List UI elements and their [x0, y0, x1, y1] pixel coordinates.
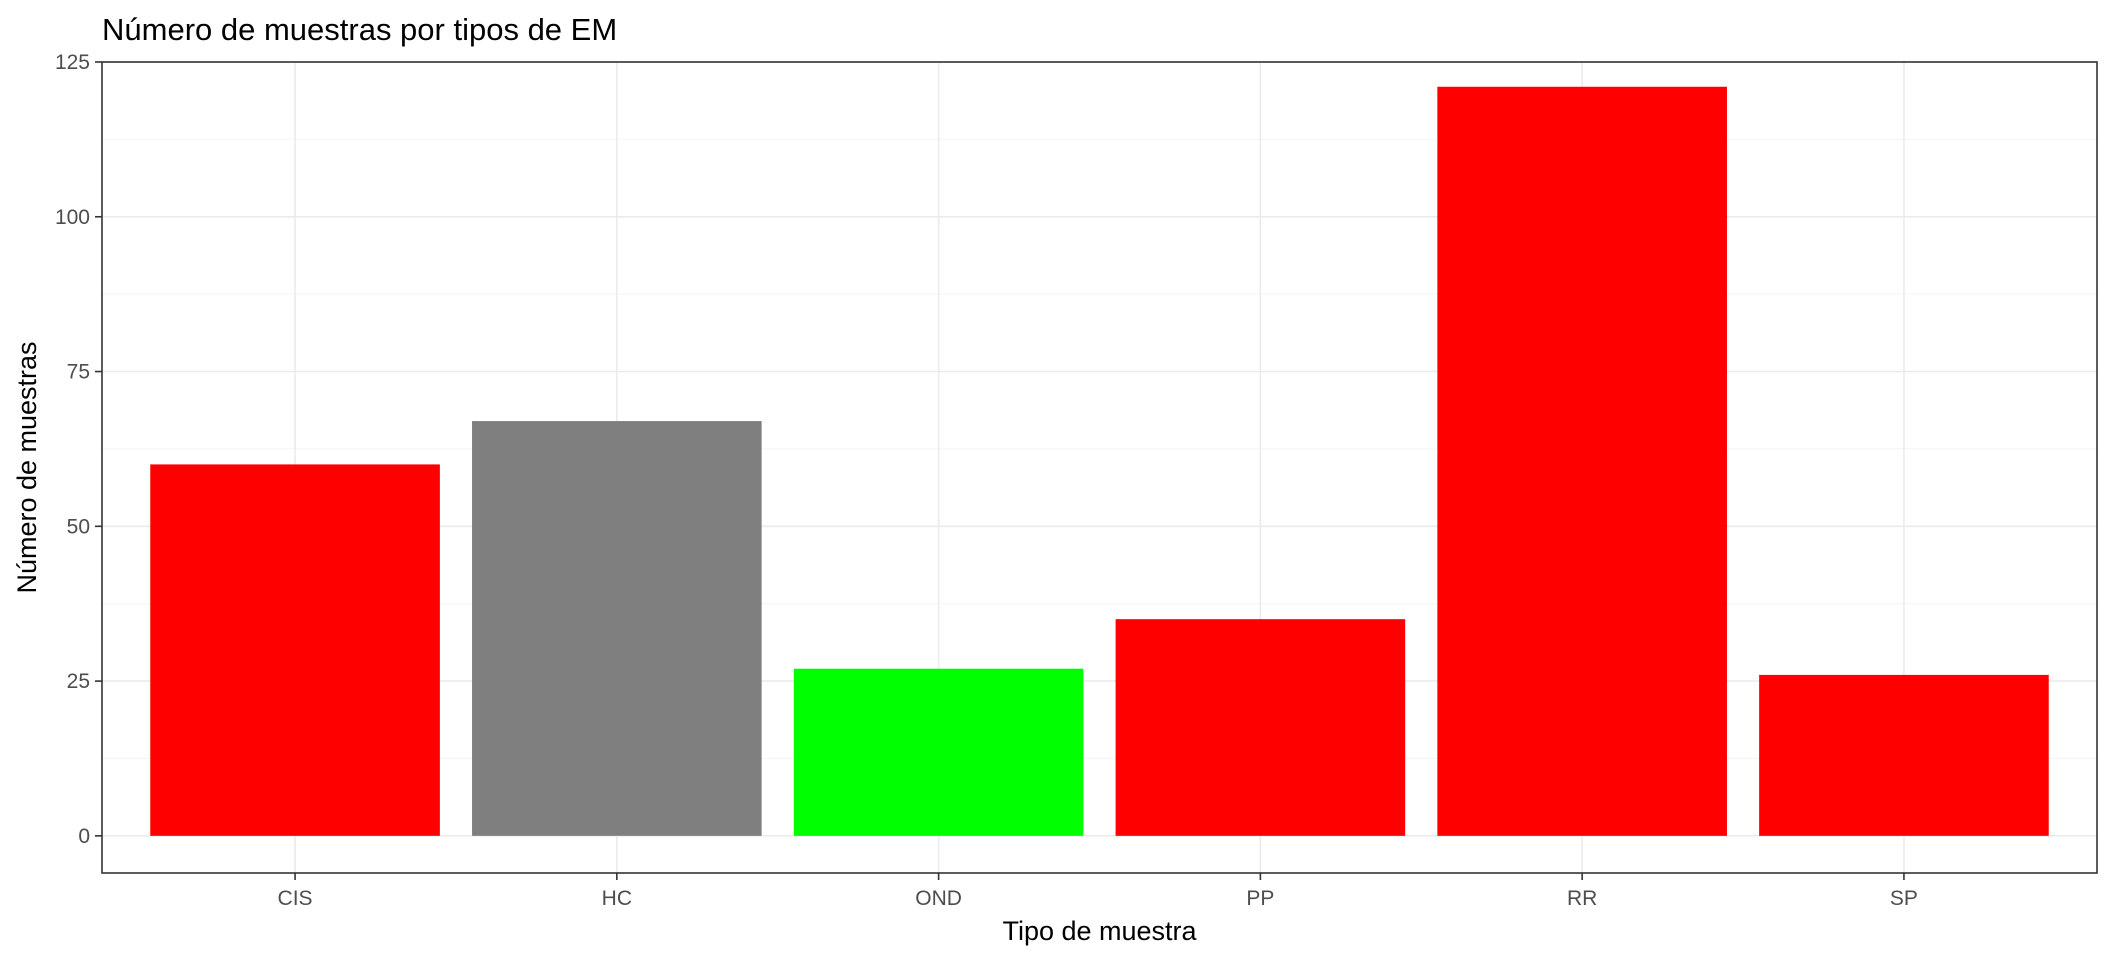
chart-title: Número de muestras por tipos de EM [102, 12, 617, 47]
bar-sp [1759, 674, 2049, 836]
y-axis-title: Número de muestras [12, 341, 42, 593]
bar-cis [150, 464, 440, 836]
y-tick-label: 125 [55, 51, 90, 74]
x-tick-label: SP [1890, 887, 1918, 910]
bar-ond [793, 668, 1084, 836]
bar-rr [1437, 86, 1727, 836]
axis-ticks: 0 25 50 75 100 125 CIS HC OND PP RR SP [55, 51, 1918, 910]
y-tick-label: 100 [55, 206, 90, 229]
bar-pp [1115, 619, 1406, 836]
x-tick-label: CIS [278, 887, 313, 910]
bar-hc [472, 421, 762, 836]
x-tick-label: PP [1246, 887, 1274, 910]
y-tick-label: 0 [78, 825, 90, 848]
y-tick-label: 50 [67, 515, 90, 538]
y-tick-label: 75 [67, 361, 90, 384]
x-tick-label: HC [602, 887, 632, 910]
x-tick-label: OND [915, 887, 962, 910]
bars [150, 86, 2049, 836]
y-tick-label: 25 [67, 670, 90, 693]
plot-panel-border [101, 61, 2098, 874]
x-tick-label: RR [1567, 887, 1597, 910]
x-axis-title: Tipo de muestra [1002, 916, 1197, 946]
